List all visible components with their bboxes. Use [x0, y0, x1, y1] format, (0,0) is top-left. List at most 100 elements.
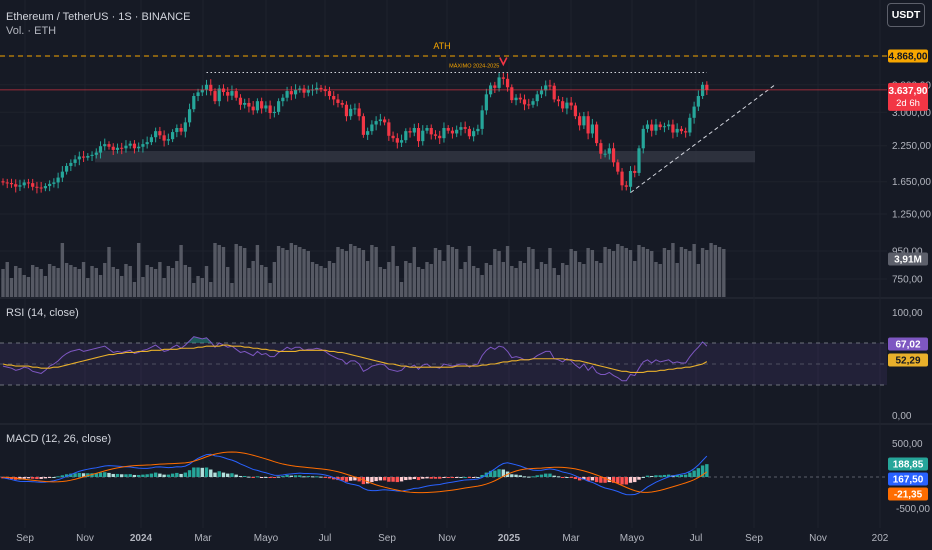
macd-hist-bar [425, 477, 429, 479]
volume-legend[interactable]: Vol. · ETH [6, 25, 57, 37]
macd-hist-bar [404, 477, 408, 481]
candle-body [548, 85, 552, 87]
candle-body [340, 102, 344, 105]
volume-bar [471, 266, 476, 297]
volume-bar [510, 266, 514, 297]
macd-hist-bar [272, 477, 277, 479]
macd-hist-bar [637, 477, 641, 480]
volume-bar [141, 277, 145, 297]
macd-hist-tag-bg [888, 457, 928, 471]
macd-hist-bar [518, 475, 522, 477]
volume-bar [391, 246, 395, 297]
volume-bar [603, 247, 607, 297]
volume-bar [332, 263, 336, 297]
volume-bar [438, 250, 442, 297]
macd-hist-bar [204, 467, 209, 477]
macd-line [2, 453, 708, 496]
x-tick-label: Sep [16, 533, 34, 544]
macd-hist-bar [306, 475, 310, 477]
volume-bar [633, 261, 637, 297]
volume-bar [52, 266, 56, 297]
macd-hist-bar [1, 477, 5, 479]
x-tick-label: Mar [562, 533, 580, 544]
volume-bar [22, 275, 26, 297]
candle-body [302, 88, 306, 93]
volume-bar [30, 265, 35, 297]
macd-hist-bar [429, 477, 433, 479]
macd-hist-bar [387, 477, 391, 482]
candle-body [408, 131, 412, 133]
candle-body [705, 84, 709, 90]
candle-body [162, 135, 166, 141]
volume-bar [64, 263, 69, 297]
macd-hist-bar [421, 477, 425, 479]
volume-bar [607, 249, 612, 297]
candle-body [277, 101, 281, 112]
volume-bar [187, 267, 192, 297]
candle-body [399, 140, 404, 143]
volume-bar [153, 269, 158, 297]
price-tag-bg [888, 82, 928, 111]
candle-body [213, 91, 217, 102]
volume-bar [111, 267, 115, 297]
macd-legend[interactable]: MACD (12, 26, close) [6, 433, 112, 445]
volume-bar [645, 249, 650, 297]
volume-bar [577, 262, 582, 297]
currency-button[interactable]: USDT [887, 3, 925, 27]
max-arrow [499, 57, 508, 67]
macd-hist-bar [323, 477, 327, 478]
candle-body [52, 182, 56, 184]
volume-bar [505, 246, 510, 297]
volume-bar [149, 267, 154, 297]
support-zone-rect [95, 150, 755, 163]
candle-body [675, 128, 679, 133]
candle-body [48, 183, 52, 187]
macd-hist-bar [192, 467, 196, 477]
volume-bar [408, 263, 412, 297]
macd-hist-bar [654, 475, 658, 477]
candle-body [124, 145, 128, 149]
x-tick-label: Nov [438, 533, 456, 544]
ath-tag-bg [888, 49, 928, 63]
macd-hist-bar [535, 475, 539, 477]
candle-body [412, 127, 416, 133]
volume-bar [281, 248, 285, 297]
candle-body [243, 102, 247, 105]
macd-hist-bar [467, 477, 472, 478]
candle-body [69, 162, 73, 166]
macd-hist-bar [357, 477, 361, 482]
macd-hist-bar [374, 477, 378, 482]
volume-bar [107, 247, 111, 297]
candle-body [662, 126, 667, 128]
macd-hist-bar [289, 475, 294, 477]
macd-hist-bar [641, 477, 645, 478]
volume-bar [56, 268, 60, 297]
candle-body [645, 124, 650, 129]
candle-body [514, 97, 518, 101]
rsi-legend[interactable]: RSI (14, close) [6, 307, 79, 319]
volume-bar [620, 246, 624, 297]
macd-hist-bar [209, 469, 213, 477]
macd-hist-bar [298, 475, 302, 477]
candle-body [429, 127, 433, 135]
macd-hist-bar [69, 473, 73, 477]
candle-body [692, 106, 696, 118]
candle-body [349, 108, 353, 117]
volume-bar [628, 250, 633, 297]
candle-body [81, 156, 86, 158]
volume-bar [387, 262, 391, 297]
macd-hist-bar [463, 477, 467, 478]
candle-body [404, 131, 408, 141]
volume-bar [531, 249, 535, 297]
candle-body [264, 105, 268, 109]
candle-body [272, 111, 276, 114]
macd-hist-bar [476, 477, 480, 478]
volume-bar [637, 245, 641, 297]
macd-hist-bar [705, 464, 709, 477]
candle-body [306, 89, 310, 93]
candle-body [221, 88, 226, 93]
candle-body [251, 106, 255, 111]
macd-hist-bar [43, 477, 48, 479]
volume-bar [662, 248, 667, 297]
candle-body [573, 105, 577, 117]
